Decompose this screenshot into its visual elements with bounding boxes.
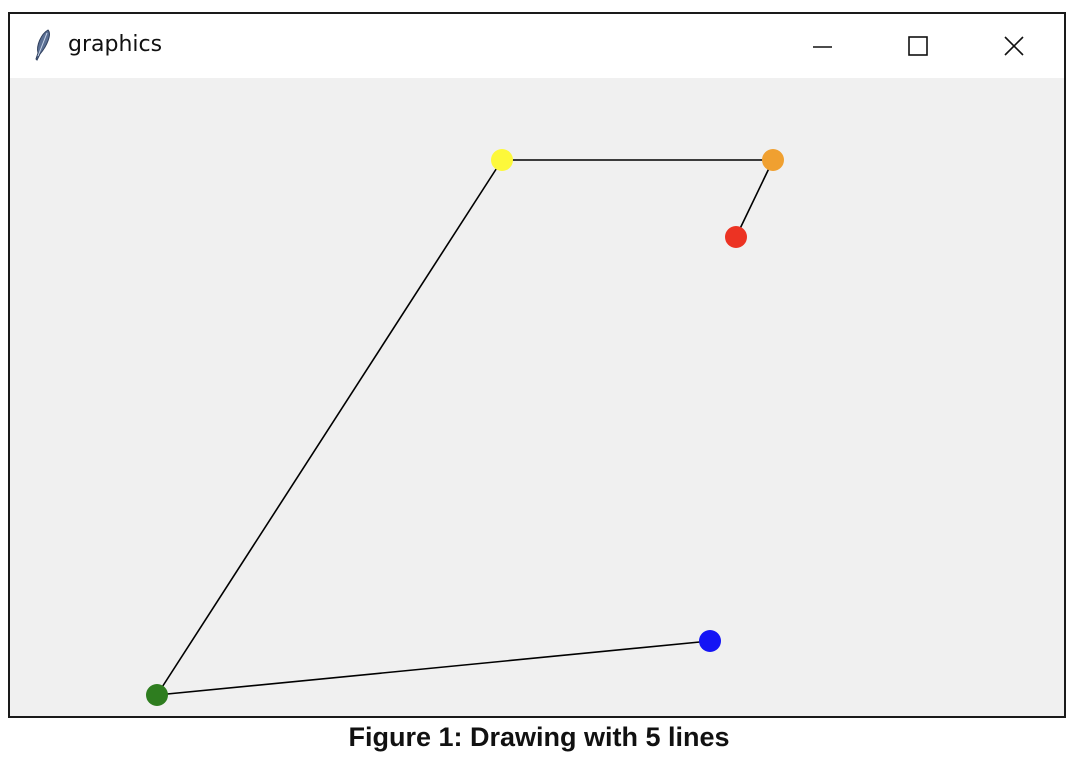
point-blue <box>699 630 721 652</box>
graphics-window: graphics <box>8 12 1066 718</box>
window-title: graphics <box>68 32 163 57</box>
title-bar[interactable]: graphics <box>10 14 1064 78</box>
point-green <box>146 684 168 706</box>
points-group <box>146 149 784 706</box>
point-yellow <box>491 149 513 171</box>
minimize-icon <box>813 46 832 48</box>
line-yellow-to-green <box>156 159 503 696</box>
close-icon <box>1004 36 1024 56</box>
point-red <box>725 226 747 248</box>
minimize-button[interactable] <box>800 26 844 66</box>
drawing-svg <box>146 149 784 706</box>
lines-group <box>156 159 774 696</box>
close-button[interactable] <box>992 26 1036 66</box>
line-green-to-blue <box>156 640 711 696</box>
maximize-icon <box>908 36 928 56</box>
feather-icon <box>32 28 54 62</box>
line-red-to-orange <box>735 159 774 238</box>
figure-caption: Figure 1: Drawing with 5 lines <box>348 722 730 752</box>
maximize-button[interactable] <box>895 26 939 66</box>
drawing-canvas[interactable] <box>10 78 1064 716</box>
point-orange <box>762 149 784 171</box>
